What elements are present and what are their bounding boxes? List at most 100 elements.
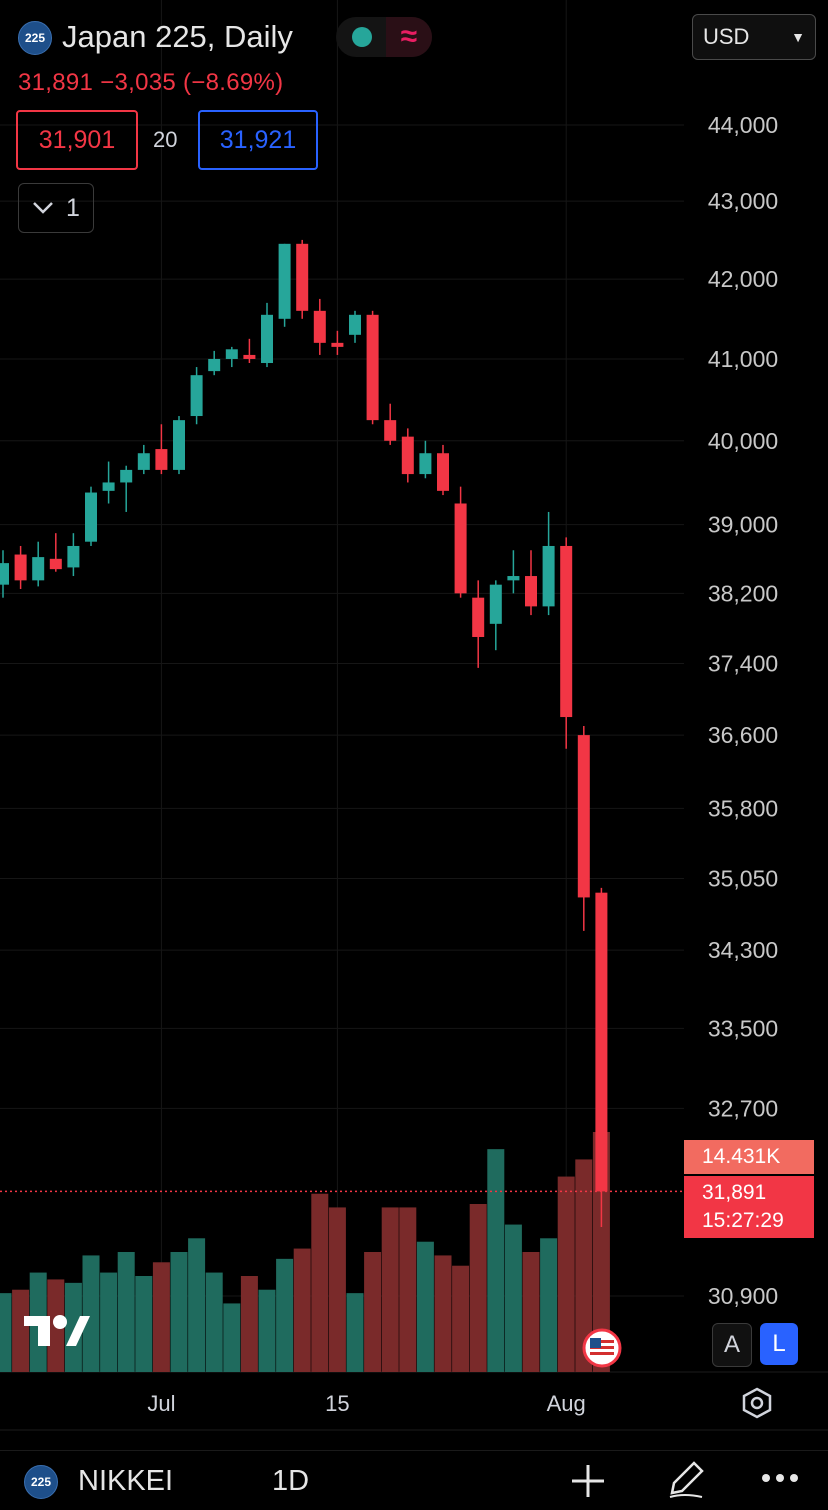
- volume-bar: [364, 1252, 382, 1372]
- x-tick-label: Aug: [547, 1391, 586, 1416]
- y-tick-label: 34,300: [708, 937, 778, 963]
- volume-bar: [135, 1276, 153, 1372]
- symbol-name[interactable]: NIKKEI: [78, 1465, 174, 1497]
- pencil-icon[interactable]: [664, 1459, 706, 1506]
- volume-tag: 14.431K: [684, 1140, 814, 1174]
- indicator-toggle[interactable]: ≈: [336, 17, 432, 57]
- y-tick-label: 32,700: [708, 1095, 778, 1121]
- candle-body: [190, 375, 203, 417]
- buy-price-button[interactable]: 31,921: [198, 110, 318, 170]
- price-change-line: 31,891 −3,035 (−8.69%): [18, 69, 284, 96]
- symbol-badge-icon: 225: [18, 21, 52, 55]
- candlestick-chart[interactable]: 44,000 43,000 42,000 41,000 40,000 39,000 38,2…: [0, 0, 828, 1450]
- volume-bar: [276, 1258, 294, 1372]
- candle-body: [67, 545, 80, 568]
- interval-button[interactable]: 1D: [272, 1465, 310, 1497]
- volume-bar: [469, 1204, 487, 1372]
- volume-bar: [205, 1272, 223, 1372]
- candle-body: [278, 243, 291, 319]
- y-tick-label: 36,600: [708, 722, 778, 748]
- y-tick-label: 33,500: [708, 1015, 778, 1041]
- candle-body: [102, 482, 115, 491]
- last-price-value: 31,891: [702, 1181, 767, 1204]
- currency-label: USD: [703, 24, 750, 49]
- candle-body: [437, 453, 449, 491]
- indicator-count: 1: [66, 193, 80, 222]
- bottom-toolbar: 225 NIKKEI 1D: [0, 1450, 828, 1510]
- candle-body: [14, 554, 27, 581]
- candle-body: [331, 342, 344, 347]
- candle-body: [454, 503, 467, 594]
- candle-body: [49, 558, 62, 570]
- tradingview-logo-icon: [20, 1310, 90, 1355]
- candle-body: [0, 563, 9, 585]
- y-tick-label: 35,050: [708, 865, 778, 891]
- volume-bar: [399, 1207, 417, 1372]
- candle-body: [120, 469, 133, 483]
- collapse-indicators-button[interactable]: 1: [18, 183, 94, 233]
- volume-bar: [381, 1207, 399, 1372]
- hexagon-settings-icon[interactable]: [740, 1386, 774, 1425]
- green-dot-icon: [352, 27, 372, 47]
- volume-bar: [452, 1265, 470, 1372]
- volume-bar: [240, 1276, 258, 1372]
- more-dots-icon[interactable]: [760, 1471, 800, 1489]
- volume-bar: [311, 1193, 329, 1372]
- volume-bar: [100, 1272, 118, 1372]
- auto-scale-button[interactable]: A: [712, 1323, 752, 1367]
- volume-bar: [487, 1149, 505, 1372]
- volume-bar: [152, 1262, 170, 1372]
- y-tick-label: 38,200: [708, 580, 778, 606]
- volume-bars: [0, 1132, 610, 1372]
- currency-select[interactable]: USD ▼: [692, 14, 816, 60]
- us-flag-icon[interactable]: [582, 1328, 622, 1373]
- candle-body: [349, 314, 361, 335]
- time-axis: Jul 15 Aug: [147, 1391, 585, 1416]
- price-candles: [0, 239, 608, 1228]
- sell-price-button[interactable]: 31,901: [16, 110, 138, 170]
- candle-body: [85, 492, 97, 542]
- volume-bar: [188, 1238, 206, 1372]
- volume-bar: [82, 1255, 100, 1372]
- candle-body: [32, 557, 45, 581]
- x-tick-label: Jul: [147, 1391, 175, 1416]
- volume-bar: [223, 1303, 241, 1372]
- y-tick-label: 30,900: [708, 1283, 778, 1309]
- plus-icon[interactable]: [570, 1463, 606, 1504]
- y-tick-label: 44,000: [708, 112, 778, 138]
- candle-body: [261, 314, 273, 364]
- volume-bar: [170, 1252, 188, 1372]
- volume-bar: [346, 1293, 364, 1372]
- symbol-title[interactable]: Japan 225, Daily: [62, 19, 293, 54]
- candle-body: [384, 420, 397, 441]
- price-axis: 44,000 43,000 42,000 41,000 40,000 39,000 38,2…: [708, 112, 778, 1309]
- y-tick-label: 42,000: [708, 266, 778, 292]
- volume-bar: [504, 1224, 522, 1372]
- candle-body: [595, 892, 608, 1192]
- volume-bar: [522, 1252, 540, 1372]
- approx-wave-icon: ≈: [386, 17, 432, 57]
- candle-body: [243, 354, 256, 359]
- candle-body: [577, 735, 590, 898]
- volume-bar: [416, 1241, 434, 1372]
- volume-bar: [540, 1238, 558, 1372]
- chevron-down-icon: ▼: [791, 29, 805, 45]
- candle-body: [489, 584, 502, 624]
- y-tick-label: 39,000: [708, 512, 778, 538]
- volume-bar: [434, 1255, 452, 1372]
- log-scale-button[interactable]: L: [760, 1323, 798, 1365]
- y-tick-label: 41,000: [708, 346, 778, 372]
- y-tick-label: 43,000: [708, 188, 778, 214]
- volume-bar: [293, 1248, 311, 1372]
- candle-body: [366, 314, 379, 421]
- candle-body: [419, 453, 432, 475]
- candle-body: [313, 310, 326, 343]
- y-tick-label: 40,000: [708, 428, 778, 454]
- candle-body: [155, 449, 168, 470]
- candle-body: [296, 243, 309, 311]
- candle-body: [173, 420, 185, 470]
- candle-body: [542, 545, 555, 607]
- x-tick-label: 15: [325, 1391, 349, 1416]
- volume-bar: [12, 1289, 30, 1372]
- y-tick-label: 35,800: [708, 795, 778, 821]
